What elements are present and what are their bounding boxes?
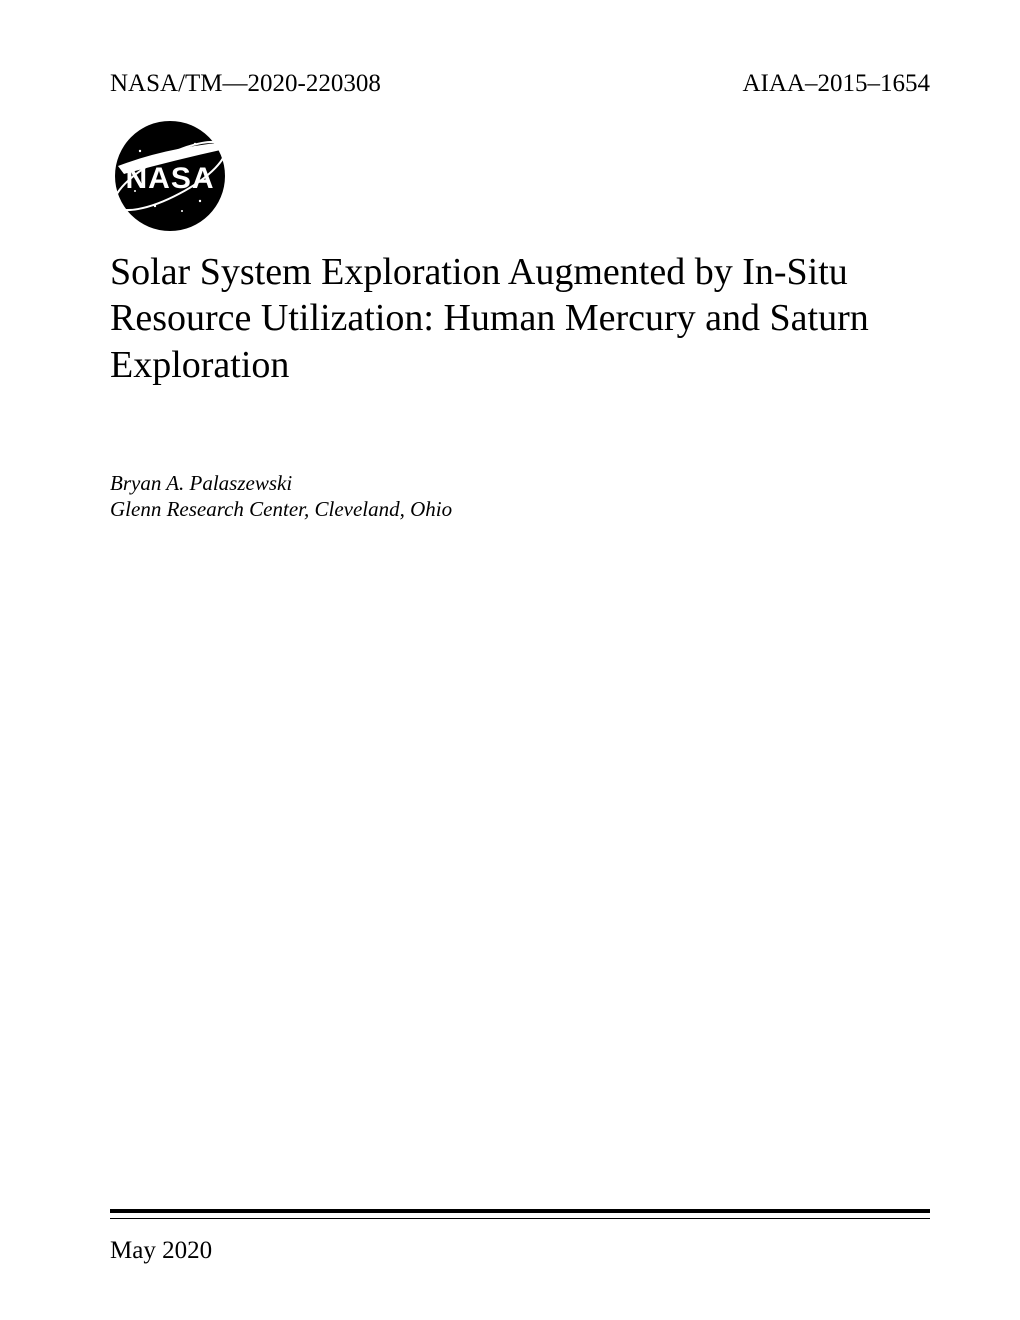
author-affiliation: Glenn Research Center, Cleveland, Ohio (110, 496, 930, 522)
header-row: NASA/TM—2020-220308 AIAA–2015–1654 (110, 70, 930, 98)
document-title: Solar System Exploration Augmented by In… (110, 249, 930, 388)
divider-thin (110, 1218, 930, 1219)
svg-text:NASA: NASA (125, 162, 214, 195)
author-name: Bryan A. Palaszewski (110, 470, 930, 496)
divider-thick (110, 1209, 930, 1213)
report-number-left: NASA/TM—2020-220308 (110, 70, 381, 98)
publication-date: May 2020 (110, 1237, 930, 1265)
logo-container: NASA (110, 116, 930, 231)
report-number-right: AIAA–2015–1654 (743, 70, 931, 98)
author-block: Bryan A. Palaszewski Glenn Research Cent… (110, 470, 930, 523)
nasa-logo-icon: NASA (110, 116, 245, 231)
footer-section: May 2020 (110, 1209, 930, 1265)
